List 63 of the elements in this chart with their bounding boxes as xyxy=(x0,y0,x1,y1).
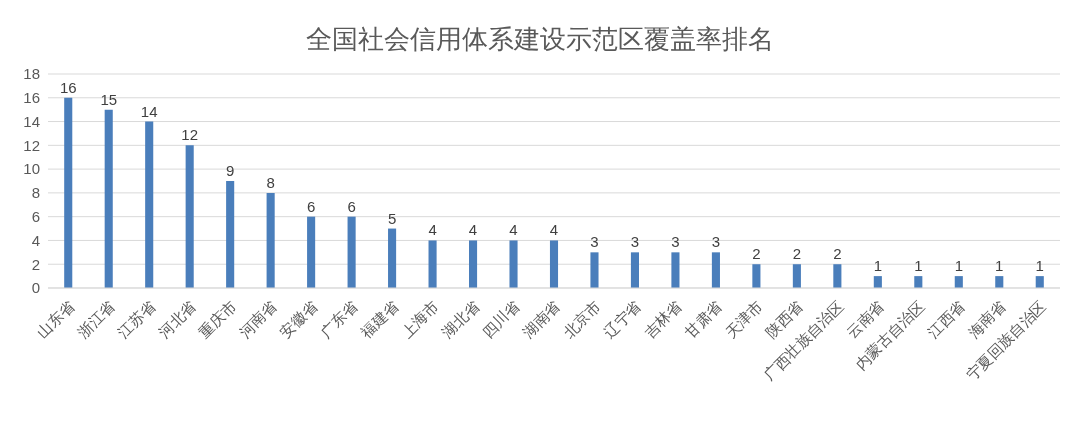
bar xyxy=(185,145,194,288)
data-label: 6 xyxy=(306,197,316,215)
data-label: 2 xyxy=(833,245,842,263)
bar xyxy=(145,121,154,288)
data-label: 3 xyxy=(711,233,721,251)
bar xyxy=(792,264,801,288)
bar xyxy=(671,252,680,288)
bar xyxy=(752,264,761,288)
x-tick-label: 湖北省 xyxy=(438,297,483,342)
bar xyxy=(954,276,963,288)
data-label: 2 xyxy=(792,245,802,263)
data-label: 6 xyxy=(347,197,356,215)
data-label: 16 xyxy=(59,78,77,96)
y-tick-label: 10 xyxy=(23,160,40,178)
bar xyxy=(388,228,397,288)
y-tick-label: 2 xyxy=(31,255,40,273)
bar xyxy=(711,252,720,288)
y-tick-label: 16 xyxy=(23,89,40,107)
bar xyxy=(509,240,518,288)
y-tick-label: 0 xyxy=(31,279,40,297)
bar xyxy=(873,276,882,288)
bar xyxy=(307,216,316,288)
data-label: 4 xyxy=(428,221,437,239)
data-label: 3 xyxy=(590,233,599,251)
bar xyxy=(590,252,599,288)
bar xyxy=(347,216,356,288)
bar xyxy=(995,276,1004,288)
data-label: 9 xyxy=(225,162,235,179)
data-label: 8 xyxy=(266,173,275,191)
data-label: 4 xyxy=(468,221,478,239)
data-label: 14 xyxy=(140,102,158,120)
bar xyxy=(64,97,73,288)
data-label: 4 xyxy=(509,221,518,239)
bar xyxy=(104,109,113,288)
chart-title: 全国社会信用体系建设示范区覆盖率排名 xyxy=(305,23,775,56)
bar xyxy=(833,264,842,288)
x-tick-label: 福建省 xyxy=(357,297,402,342)
bar xyxy=(1035,276,1044,288)
data-label: 1 xyxy=(995,257,1004,275)
bar xyxy=(549,240,559,288)
data-label: 12 xyxy=(181,126,199,144)
y-tick-label: 4 xyxy=(31,231,40,249)
data-label: 5 xyxy=(387,209,397,227)
y-tick-label: 12 xyxy=(23,136,40,154)
y-tick-label: 6 xyxy=(31,207,40,225)
data-label: 4 xyxy=(549,221,559,239)
bar xyxy=(914,276,923,288)
data-label: 1 xyxy=(954,257,963,275)
y-tick-label: 14 xyxy=(23,112,40,130)
bar xyxy=(266,192,275,288)
data-label: 1 xyxy=(914,257,923,275)
y-tick-label: 18 xyxy=(23,65,40,83)
bar xyxy=(226,181,235,288)
y-tick-label: 8 xyxy=(31,184,40,202)
data-label: 2 xyxy=(752,245,761,263)
bar xyxy=(468,240,478,288)
bar xyxy=(428,240,437,288)
bar xyxy=(630,252,640,288)
data-label: 1 xyxy=(873,257,883,275)
data-label: 15 xyxy=(100,90,118,108)
data-label: 3 xyxy=(630,233,640,251)
data-label: 3 xyxy=(671,233,680,251)
data-label: 1 xyxy=(1035,257,1044,275)
